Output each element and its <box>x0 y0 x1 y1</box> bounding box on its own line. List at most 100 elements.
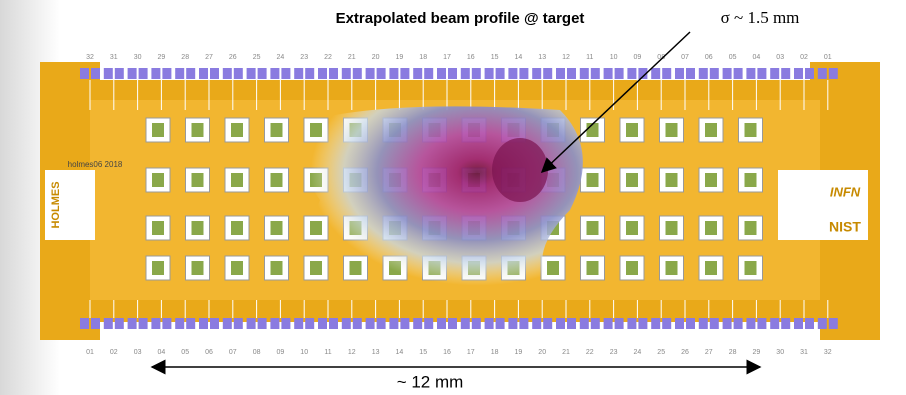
pixel <box>152 221 164 235</box>
pad-label: 14 <box>515 54 523 61</box>
pad-label: 23 <box>300 54 308 61</box>
pad-label: 15 <box>419 349 427 356</box>
pad <box>532 68 541 79</box>
pixel <box>705 123 717 137</box>
pad <box>128 318 137 329</box>
pad-label: 17 <box>443 54 451 61</box>
pad-label: 07 <box>681 54 689 61</box>
pad <box>91 68 100 79</box>
pad-label: 21 <box>562 349 570 356</box>
pad <box>437 68 446 79</box>
pad <box>543 68 552 79</box>
pad-label: 04 <box>753 54 761 61</box>
chip-mark: A <box>69 178 83 200</box>
pad <box>556 68 565 79</box>
pad-label: 19 <box>396 54 404 61</box>
pad <box>186 68 195 79</box>
pad <box>508 68 517 79</box>
pad <box>186 318 195 329</box>
pad <box>305 318 314 329</box>
pad <box>281 68 290 79</box>
pixel <box>705 173 717 187</box>
pixel <box>705 221 717 235</box>
pad <box>115 318 124 329</box>
pad-label: 06 <box>705 54 713 61</box>
pixel <box>231 123 243 137</box>
pad <box>270 68 279 79</box>
pad-label: 10 <box>610 54 618 61</box>
pad <box>734 68 743 79</box>
pad-label: 12 <box>562 54 570 61</box>
pad-label: 10 <box>300 349 308 356</box>
pad <box>175 68 184 79</box>
pad <box>115 68 124 79</box>
pad <box>424 68 433 79</box>
pad <box>508 318 517 329</box>
pixel <box>626 261 638 275</box>
pad-label: 21 <box>348 54 356 61</box>
pad <box>496 68 505 79</box>
pixel <box>231 221 243 235</box>
pad <box>770 318 779 329</box>
pad <box>757 318 766 329</box>
pad-label: 32 <box>824 349 832 356</box>
title: Extrapolated beam profile @ target <box>336 10 585 27</box>
pixel <box>745 261 757 275</box>
pad <box>199 68 208 79</box>
sigma-label: σ ~ 1.5 mm <box>721 8 800 27</box>
pad <box>104 68 113 79</box>
pad <box>413 68 422 79</box>
pad <box>686 318 695 329</box>
pad <box>270 318 279 329</box>
chip-id: holmes06 2018 <box>68 160 123 169</box>
pad <box>234 68 243 79</box>
pixel <box>745 173 757 187</box>
pad <box>448 318 457 329</box>
pixel <box>152 173 164 187</box>
pad <box>519 68 528 79</box>
pixel <box>587 221 599 235</box>
pad <box>818 68 827 79</box>
pad <box>294 318 303 329</box>
pixel <box>152 261 164 275</box>
beam-profile <box>305 106 583 295</box>
pad <box>353 318 362 329</box>
pad-label: 06 <box>205 349 213 356</box>
pad <box>710 68 719 79</box>
pad <box>377 318 386 329</box>
pad <box>805 68 814 79</box>
pixel <box>626 173 638 187</box>
pad <box>329 68 338 79</box>
pad <box>746 68 755 79</box>
pad <box>342 318 351 329</box>
pad <box>472 68 481 79</box>
pad-label: 24 <box>277 54 285 61</box>
pad <box>247 68 256 79</box>
pad-label: 08 <box>253 349 261 356</box>
pad <box>175 318 184 329</box>
infn-logo: INFN <box>830 184 861 199</box>
pad-label: 05 <box>729 54 737 61</box>
pad <box>638 318 647 329</box>
pad <box>80 68 89 79</box>
pixel <box>271 261 283 275</box>
pixel <box>547 261 559 275</box>
pad-label: 03 <box>134 349 142 356</box>
pad <box>627 68 636 79</box>
pad <box>543 318 552 329</box>
pad <box>461 318 470 329</box>
pixel <box>192 173 204 187</box>
pad <box>556 318 565 329</box>
pad-label: 01 <box>86 349 94 356</box>
pad <box>710 318 719 329</box>
pad <box>329 318 338 329</box>
pad-label: 11 <box>586 54 593 61</box>
pad-label: 07 <box>229 349 237 356</box>
pixel <box>192 221 204 235</box>
pad <box>662 68 671 79</box>
pad <box>400 68 409 79</box>
pad <box>247 318 256 329</box>
pad <box>580 318 589 329</box>
pad <box>615 68 624 79</box>
pad-label: 29 <box>753 349 761 356</box>
